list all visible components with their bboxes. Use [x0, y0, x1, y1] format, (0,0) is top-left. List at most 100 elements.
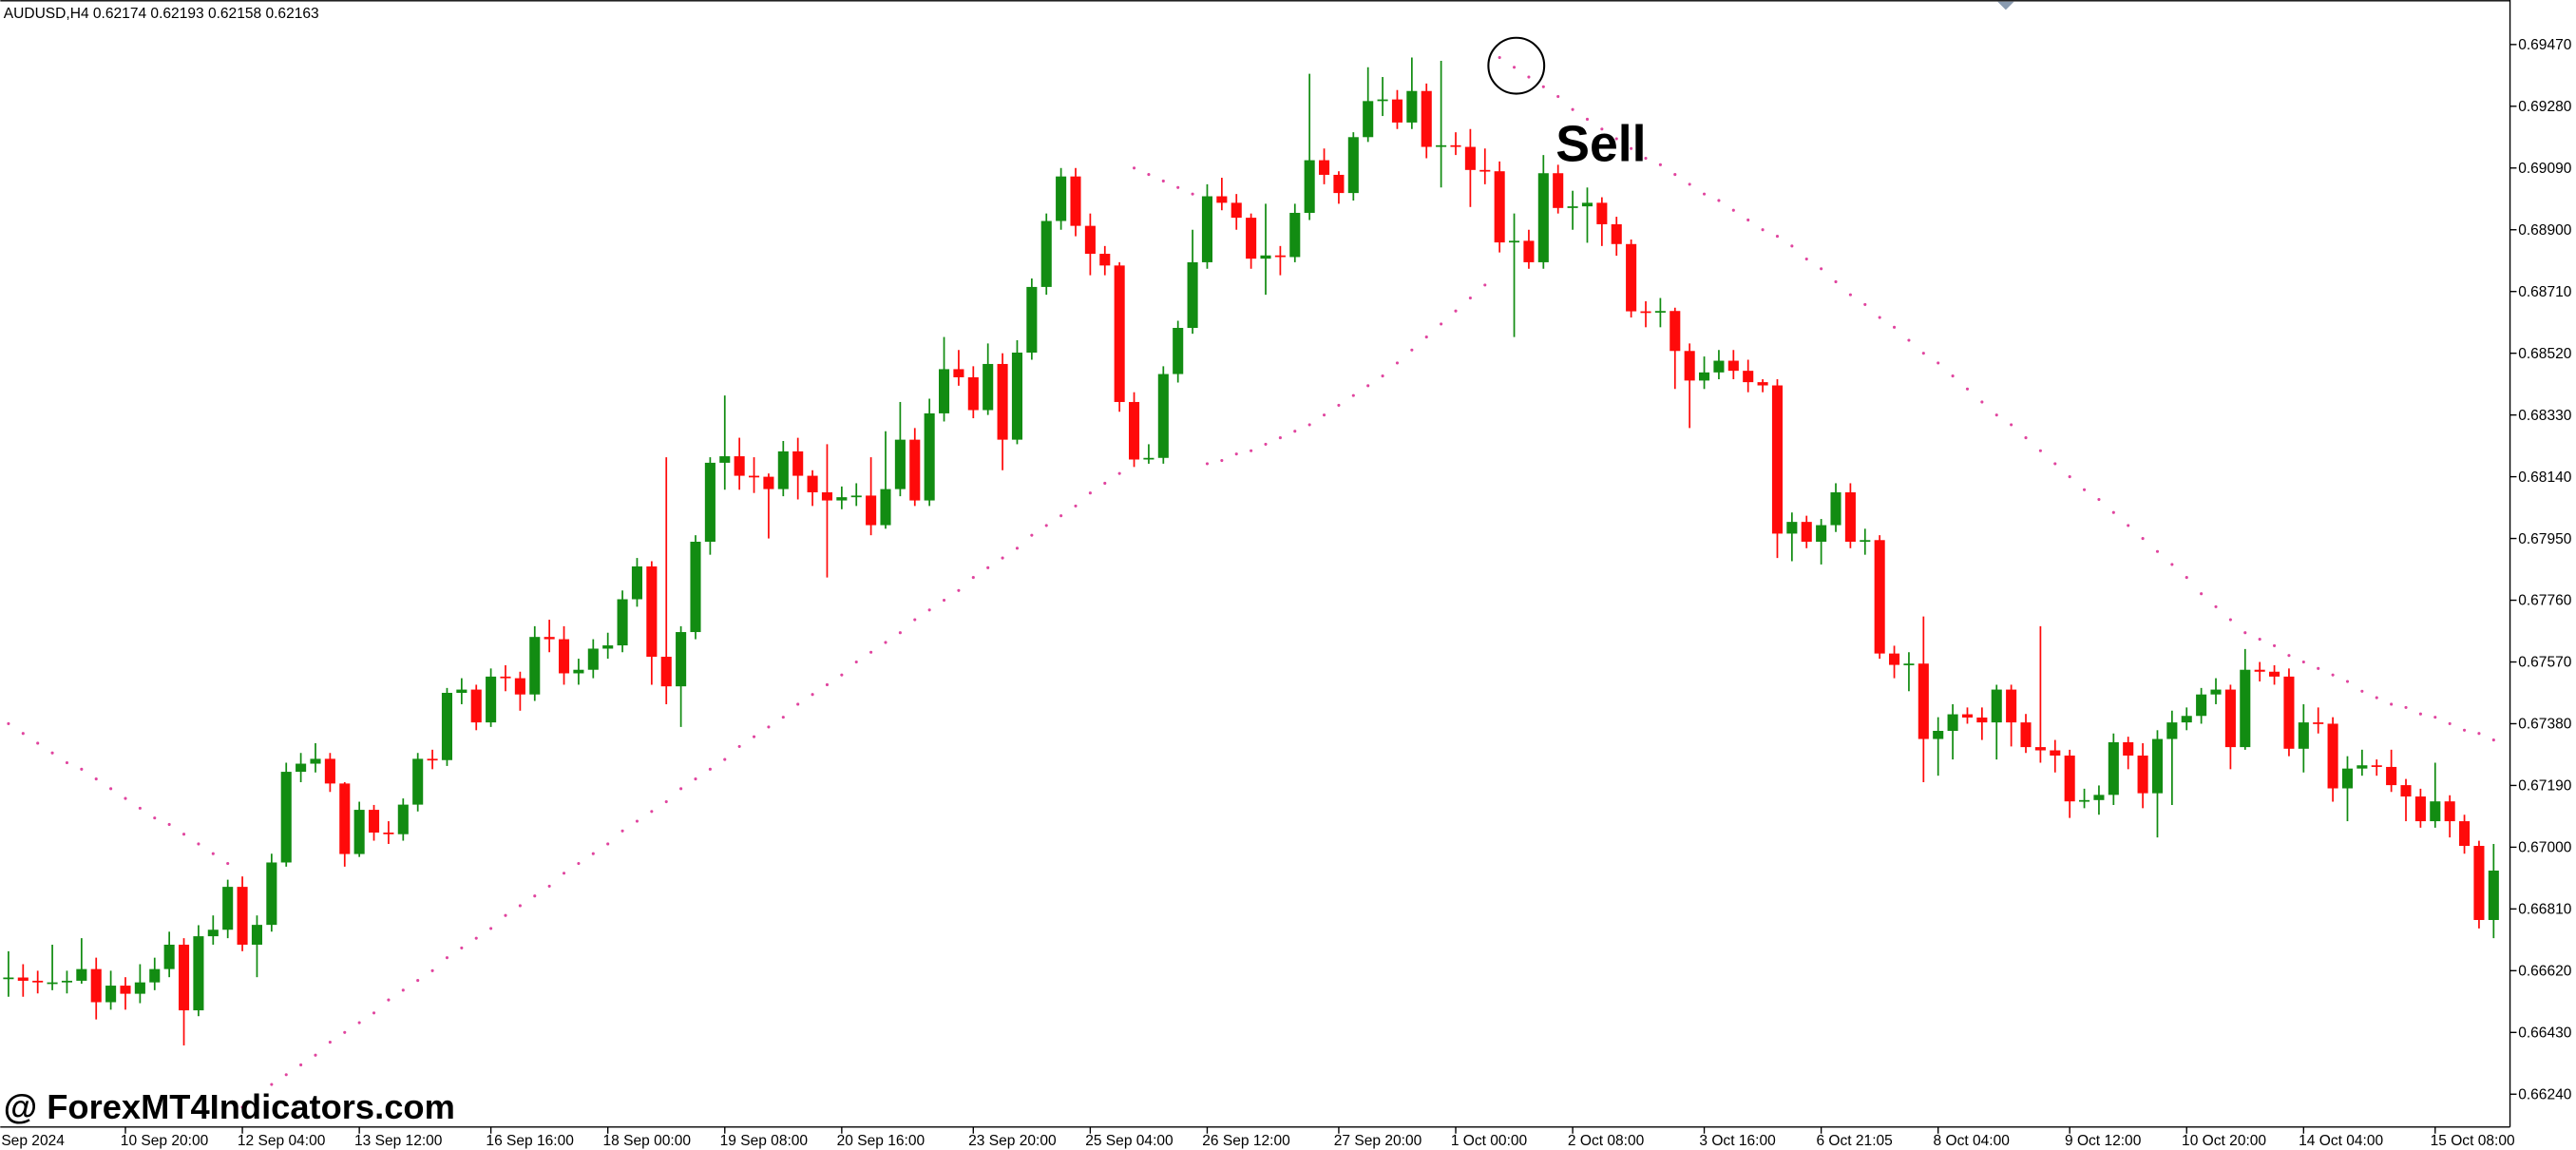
candle-body [1231, 202, 1242, 219]
sar-dot [284, 1073, 288, 1077]
sar-dot [109, 787, 113, 791]
sar-dot [898, 631, 902, 635]
candle-body [1319, 160, 1330, 175]
candle-body [660, 657, 672, 687]
sar-dot [1731, 208, 1735, 212]
sar-dot [840, 673, 844, 677]
candle-body [1216, 196, 1228, 203]
candle-body [2341, 768, 2354, 789]
candle-body [1187, 261, 1198, 329]
candle-body [2444, 801, 2455, 822]
sar-dot [1088, 491, 1092, 495]
sar-dot [577, 861, 581, 866]
candle-body [310, 758, 321, 764]
candle-body [1654, 311, 1666, 313]
sar-dot [1878, 316, 1881, 319]
candle-body [149, 968, 161, 983]
x-tick-label: 27 Sep 20:00 [1334, 1133, 1422, 1149]
sar-dot [1848, 293, 1852, 297]
candle-body [763, 476, 774, 489]
sar-dot [1820, 267, 1823, 271]
sar-dot [2214, 604, 2218, 608]
y-tick-label: 0.69280 [2518, 99, 2572, 115]
sar-dot [620, 829, 624, 833]
sar-dot [21, 732, 25, 736]
sar-dot [1454, 309, 1458, 313]
sar-dot [1293, 430, 1297, 433]
sar-dot [942, 598, 946, 603]
candle-body [2240, 669, 2251, 748]
candle-body [76, 968, 87, 981]
sar-dot [2317, 666, 2320, 670]
y-tick-label: 0.67000 [2518, 840, 2572, 856]
sar-dot [1117, 471, 1121, 475]
sar-dot [1951, 374, 1955, 378]
x-tick-label: 8 Oct 04:00 [1934, 1133, 2011, 1149]
sar-dot [2010, 423, 2013, 427]
sar-dot [1250, 449, 1253, 452]
candle-body [2151, 738, 2164, 794]
sar-dot [80, 767, 84, 771]
candle-body [1684, 351, 1695, 381]
candle-body [1918, 663, 1929, 739]
sar-dot [2155, 549, 2160, 553]
candle-body [1363, 101, 1374, 138]
candle-body [1201, 196, 1213, 262]
sar-dot [1644, 156, 1648, 161]
sar-dot [2331, 673, 2335, 677]
candle-body [3, 977, 14, 980]
sar-dot [1410, 348, 1414, 352]
candle-body [529, 637, 541, 695]
sar-dot [1030, 533, 1034, 537]
sar-dot [1775, 235, 1780, 239]
plot-area [3, 55, 2499, 1109]
sar-dot [1103, 481, 1107, 485]
sar-dot [2243, 631, 2247, 635]
sar-dot [752, 735, 756, 738]
candle-body [1670, 311, 1681, 352]
candle-body [412, 758, 424, 805]
sar-dot [445, 956, 449, 960]
y-tick-label: 0.66430 [2518, 1025, 2572, 1041]
candle-body [2400, 785, 2412, 797]
sar-dot [1307, 423, 1311, 427]
candle-body [1816, 525, 1827, 542]
sar-dot [1527, 75, 1531, 79]
sar-dot [1161, 179, 1165, 183]
sar-dot [343, 1030, 347, 1034]
sar-dot [1790, 244, 1794, 248]
sar-dot [489, 927, 493, 930]
candle-body [558, 639, 570, 674]
sar-dot [1483, 283, 1487, 287]
sar-dot [2111, 510, 2115, 514]
candle-body [1860, 540, 1871, 543]
sar-dot [2127, 524, 2130, 527]
candle-body [1991, 689, 2002, 723]
candle-body [2123, 741, 2134, 756]
x-tick-label: 10 Sep 20:00 [121, 1133, 209, 1149]
x-tick-label: 14 Oct 04:00 [2299, 1133, 2383, 1149]
sar-dot [1176, 185, 1180, 189]
candle-body [1260, 255, 1271, 259]
candle-body [676, 632, 687, 687]
sar-dot [2053, 462, 2057, 466]
sar-dot [2375, 696, 2378, 700]
candle-body [1056, 176, 1067, 221]
sar-dot [181, 833, 186, 836]
candle-body [792, 450, 804, 476]
sar-dot [1424, 335, 1428, 339]
sar-dot [1498, 55, 1501, 60]
candle-body [2371, 765, 2382, 767]
candle-body [280, 772, 292, 863]
candle-body [997, 363, 1008, 440]
sar-dot [1965, 387, 1970, 391]
y-tick-label: 0.67570 [2518, 655, 2572, 671]
candle-body [1421, 90, 1432, 147]
candle-body [631, 565, 642, 600]
sar-dot [1147, 173, 1151, 177]
sar-dot [2170, 563, 2174, 566]
sar-dot [957, 588, 961, 592]
candle-body [368, 810, 380, 834]
sar-dot [547, 884, 551, 888]
